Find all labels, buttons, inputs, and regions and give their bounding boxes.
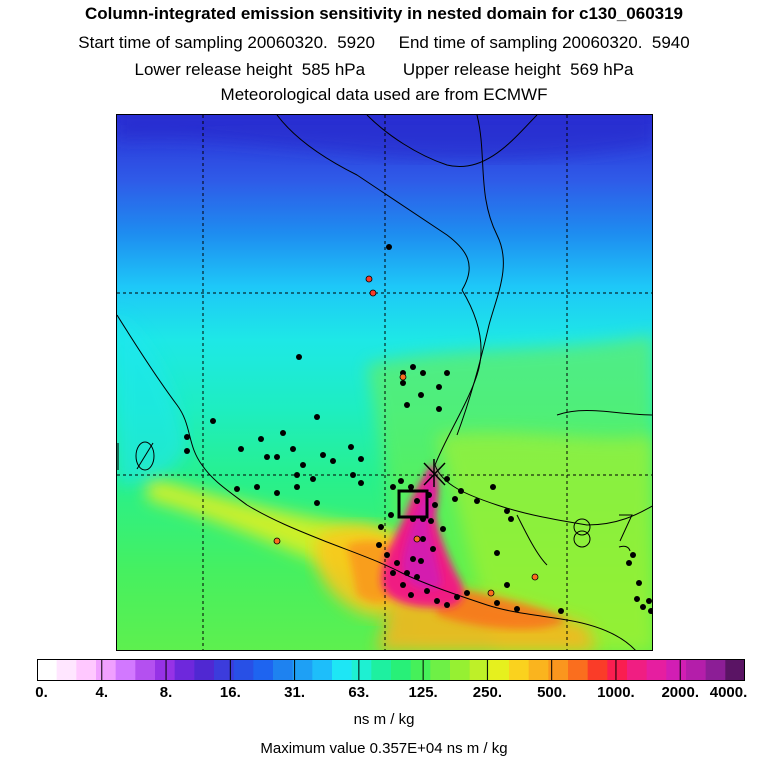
colorbar-tick-label: 4. <box>95 684 109 701</box>
release-height-line: Lower release height 585 hPa Upper relea… <box>134 60 634 79</box>
colorbar-cell <box>627 659 648 681</box>
colorbar-cell <box>430 659 451 681</box>
colorbar-cell <box>509 659 530 681</box>
colorbar-cell <box>351 659 372 681</box>
colorbar-cell <box>725 659 745 681</box>
meteorological-data-line: Meteorological data used are from ECMWF <box>220 85 548 104</box>
colorbar-cell <box>37 659 58 681</box>
colorbar-cell <box>666 659 687 681</box>
colorbar-tick-label: 8. <box>159 684 173 701</box>
contour-labels <box>117 441 633 552</box>
colorbar-cell <box>56 659 77 681</box>
colorbar-cell <box>194 659 215 681</box>
map-title: Column-integrated emission sensitivity i… <box>84 4 684 23</box>
colorbar-cell <box>528 659 549 681</box>
colorbar-cell <box>587 659 608 681</box>
colorbar-tick-label: 0. <box>35 684 48 701</box>
colorbar-cell <box>568 659 589 681</box>
colorbar-cell <box>469 659 490 681</box>
colorbar-cell <box>155 659 176 681</box>
maximum-value-text: Maximum value 0.357E+04 ns m / kg <box>260 740 508 757</box>
colorbar-tick-label: 500. <box>537 684 567 701</box>
colorbar-cell <box>548 659 569 681</box>
colorbar-tick-label: 1000. <box>597 684 635 701</box>
colorbar-cell <box>686 659 707 681</box>
colorbar-cell <box>646 659 667 681</box>
colorbar-cell <box>253 659 274 681</box>
colorbar <box>37 659 745 681</box>
colorbar-cell <box>450 659 471 681</box>
station-dots-colored <box>273 275 539 597</box>
colorbar-cell <box>292 659 313 681</box>
colorbar-cell <box>391 659 412 681</box>
colorbar-cell <box>214 659 235 681</box>
colorbar-cell <box>332 659 353 681</box>
station-dots <box>184 244 652 614</box>
coastlines <box>117 115 652 650</box>
colorbar-cell <box>410 659 431 681</box>
colorbar-units: ns m / kg <box>353 711 415 728</box>
colorbar-tick-label: 250. <box>472 684 503 701</box>
colorbar-cell <box>115 659 136 681</box>
colorbar-cell <box>135 659 156 681</box>
colorbar-cell <box>371 659 392 681</box>
sampling-time-line: Start time of sampling 20060320. 5920 En… <box>78 33 690 52</box>
colorbar-cell <box>489 659 510 681</box>
colorbar-cell <box>312 659 333 681</box>
colorbar-cell <box>174 659 195 681</box>
colorbar-cell <box>273 659 294 681</box>
colorbar-tick-label: 31. <box>284 684 306 701</box>
colorbar-cell <box>233 659 254 681</box>
colorbar-tick-label: 63. <box>348 684 370 701</box>
colorbar-tick-label: 125. <box>408 684 438 701</box>
colorbar-tick-label: 4000. <box>709 684 748 701</box>
colorbar-cell <box>76 659 97 681</box>
colorbar-cell <box>607 659 628 681</box>
sensitivity-map <box>116 114 653 651</box>
colorbar-tick-label: 2000. <box>661 684 699 701</box>
colorbar-cell <box>705 659 726 681</box>
colorbar-tick-label: 16. <box>219 684 241 701</box>
colorbar-cell <box>96 659 117 681</box>
